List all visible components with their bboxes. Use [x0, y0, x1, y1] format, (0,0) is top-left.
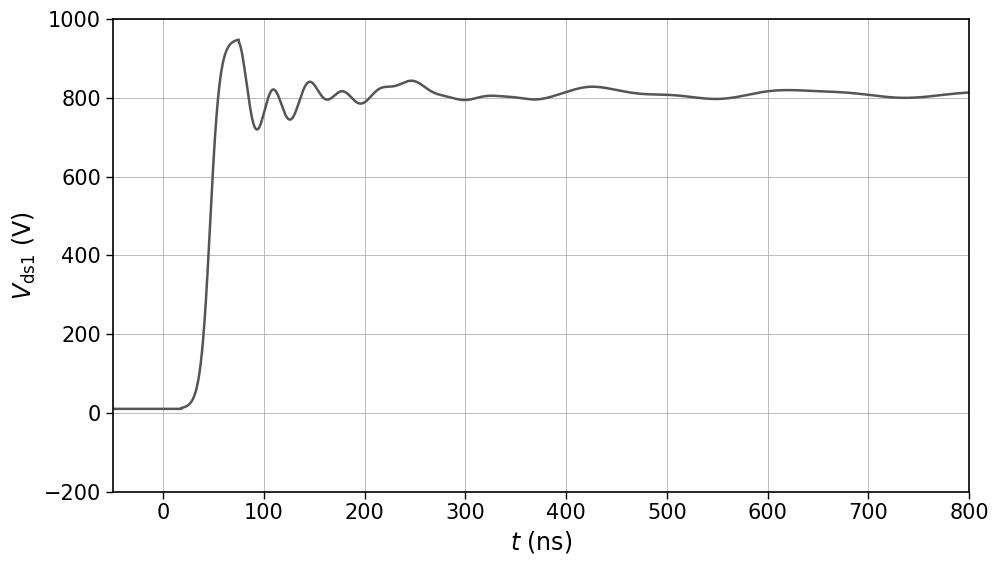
Y-axis label: $V_{\mathrm{ds1}}$ (V): $V_{\mathrm{ds1}}$ (V): [11, 211, 38, 299]
X-axis label: $t$ (ns): $t$ (ns): [510, 529, 572, 555]
